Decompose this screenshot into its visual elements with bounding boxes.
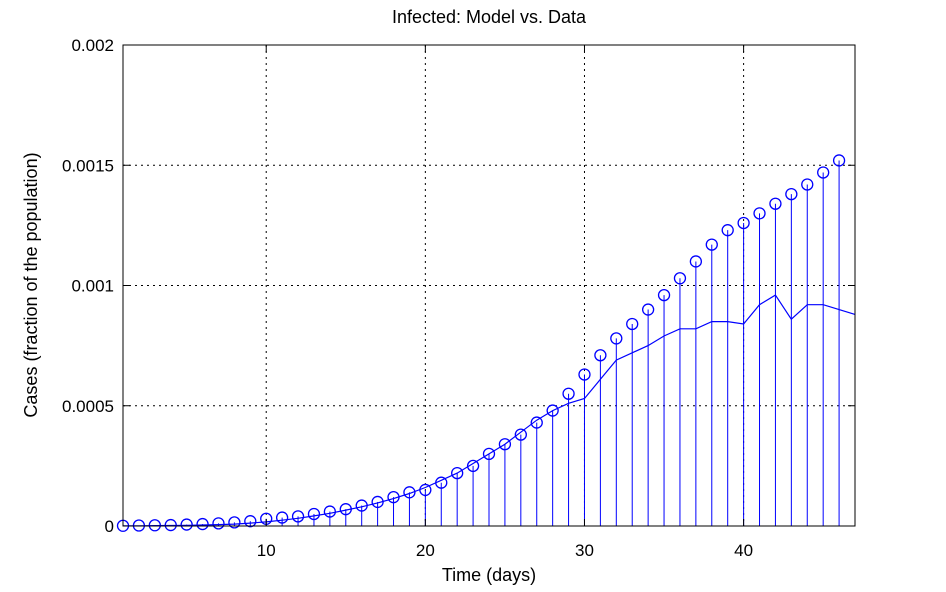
data-point-marker: [546, 404, 559, 417]
data-point-marker: [498, 438, 512, 451]
data-point-marker: [817, 166, 830, 179]
data-point-marker: [530, 416, 543, 429]
axis-ticks: 10 20 30 40 0 0.0005 0.001 0.0015 0.002: [62, 36, 855, 560]
data-point-marker: [307, 507, 321, 521]
x-axis-label: Time (days): [442, 565, 536, 585]
model-line: [122, 294, 856, 527]
data-point-marker: [689, 255, 703, 268]
y-axis-label: Cases (fraction of the population): [21, 152, 41, 417]
data-point-marker: [451, 466, 464, 480]
y-tick-label: 0: [105, 517, 114, 536]
data-point-marker: [323, 505, 337, 518]
data-point-marker: [482, 447, 496, 461]
data-point-marker: [228, 516, 241, 529]
y-tick-label: 0.0005: [62, 397, 114, 416]
data-point-marker: [244, 515, 257, 528]
data-point-marker: [785, 187, 798, 201]
chart-title: Infected: Model vs. Data: [392, 7, 587, 27]
data-point-marker: [721, 224, 734, 237]
x-tick-label: 30: [575, 541, 594, 560]
data-point-marker: [832, 154, 846, 167]
data-point-marker: [466, 459, 480, 473]
data-layer: [116, 154, 856, 532]
data-point-marker: [594, 349, 607, 362]
data-point-marker: [737, 216, 750, 230]
data-point-marker: [769, 197, 782, 210]
data-point-marker: [291, 510, 305, 523]
data-point-marker: [657, 288, 671, 302]
y-tick-label: 0.002: [71, 36, 114, 55]
data-point-marker: [610, 332, 623, 345]
data-point-marker: [753, 207, 766, 220]
x-tick-label: 10: [257, 541, 276, 560]
data-point-marker: [801, 178, 814, 191]
x-tick-label: 40: [734, 541, 753, 560]
data-point-marker: [180, 518, 193, 531]
data-point-marker: [275, 511, 289, 524]
data-point-marker: [514, 428, 527, 441]
data-point-marker: [212, 517, 225, 530]
data-point-marker: [673, 272, 687, 285]
data-point-marker: [705, 238, 718, 251]
data-point-marker: [562, 387, 575, 400]
data-point-marker: [641, 303, 655, 316]
data-point-marker: [626, 317, 639, 331]
x-tick-label: 20: [416, 541, 435, 560]
y-tick-label: 0.001: [71, 277, 114, 296]
data-point-marker: [578, 368, 591, 381]
data-point-marker: [403, 486, 416, 499]
y-tick-label: 0.0015: [62, 156, 114, 175]
data-point-marker: [196, 517, 209, 531]
